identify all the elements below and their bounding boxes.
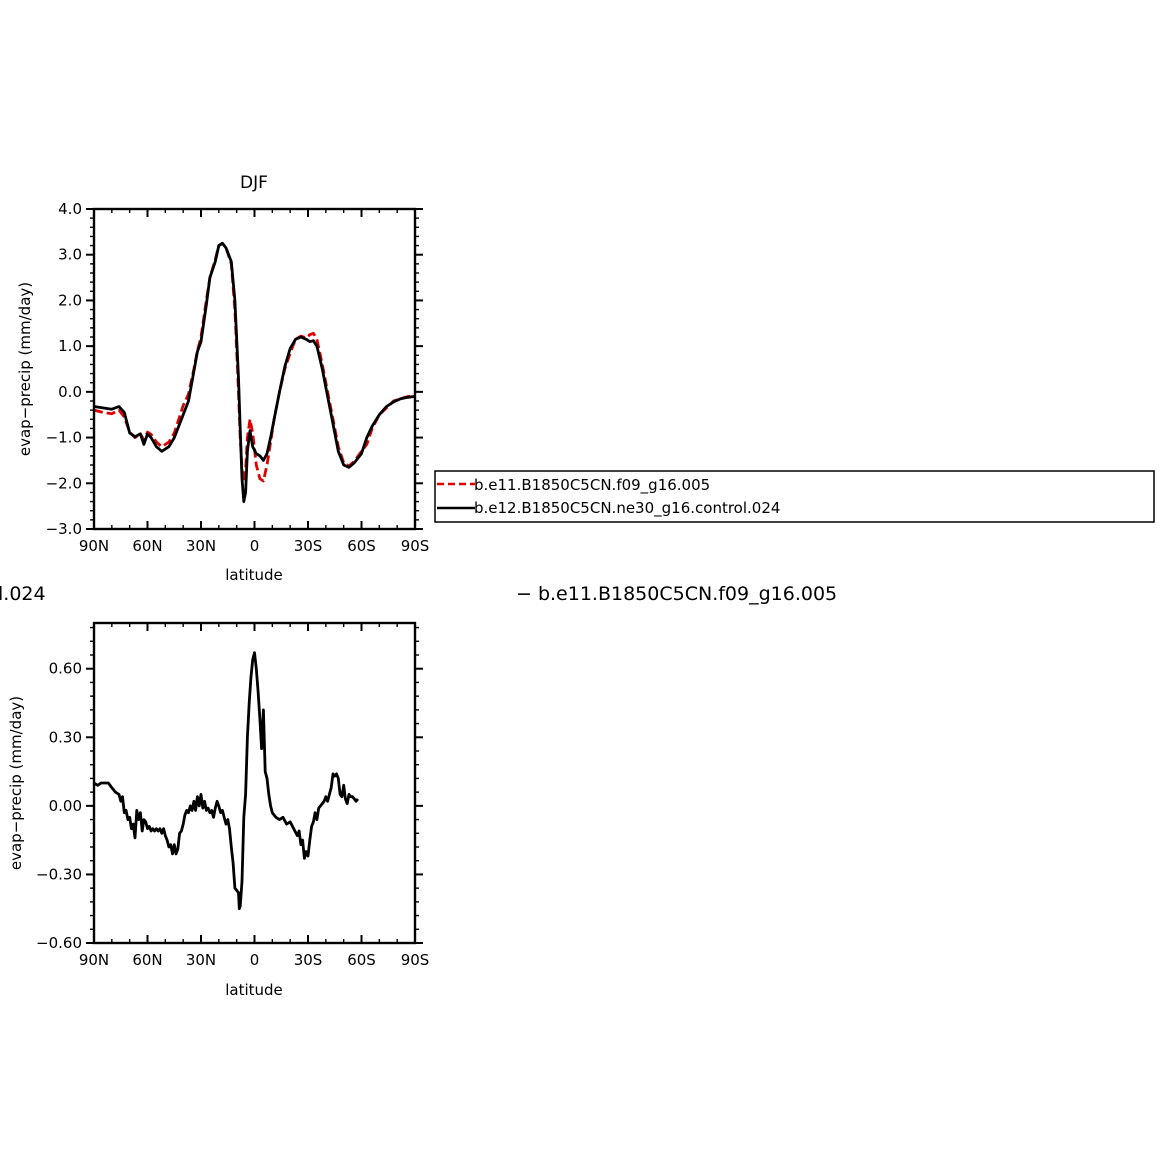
bottom-series-line-1 — [93, 651, 360, 911]
bottom-x-tick-label: 0 — [250, 951, 260, 969]
top-y-tick-label: −3.0 — [46, 520, 82, 538]
bottom-x-axis-label: latitude — [225, 981, 283, 999]
bottom-title-fragment: l.024 — [0, 583, 46, 605]
top-y-tick-label: 3.0 — [58, 246, 82, 264]
bottom-y-tick-label: 0.30 — [49, 728, 82, 746]
top-y-tick-label: 1.0 — [58, 337, 82, 355]
top-series-line-2 — [93, 241, 416, 504]
bottom-x-tick-label: 30N — [186, 951, 216, 969]
legend-label-series-2: b.e12.B1850C5CN.ne30_g16.control.024 — [474, 499, 780, 518]
bottom-x-tick-label: 60N — [132, 951, 162, 969]
bottom-plot-frame — [92, 621, 417, 945]
top-y-tick-label: 2.0 — [58, 291, 82, 309]
bottom-chart-title: − b.e11.B1850C5CN.f09_g16.005 — [516, 583, 837, 605]
top-series-layer — [93, 241, 416, 504]
top-x-tick-label: 60S — [347, 537, 376, 555]
bottom-series-layer — [93, 651, 360, 911]
top-x-tick-label: 0 — [250, 537, 260, 555]
top-panel: DJF 90N 60N 30N 0 30S 60S 90S −3.0 −2.0 −1.0 0.0 1.… — [16, 173, 429, 584]
top-y-tick-label: −1.0 — [46, 429, 82, 447]
top-series-line-1 — [93, 241, 415, 483]
bottom-y-tick-label: −0.30 — [36, 865, 82, 883]
legend: b.e11.B1850C5CN.f09_g16.005 b.e12.B1850C… — [434, 470, 1155, 523]
top-y-tick-label: 0.0 — [58, 383, 82, 401]
bottom-x-tick-label: 90S — [401, 951, 430, 969]
top-x-tick-label: 30N — [186, 537, 216, 555]
top-y-tick-label: 4.0 — [58, 200, 82, 218]
bottom-y-tick-label: 0.00 — [49, 797, 82, 815]
bottom-y-tick-label: −0.60 — [36, 934, 82, 952]
top-ticks-layer: 90N 60N 30N 0 30S 60S 90S −3.0 −2.0 −1.0 0.0 1.0 2.0… — [46, 200, 430, 555]
bottom-y-axis-label: evap−precip (mm/day) — [7, 696, 25, 870]
top-y-axis-label: evap−precip (mm/day) — [16, 282, 34, 456]
top-x-tick-label: 90S — [401, 537, 430, 555]
top-x-tick-label: 60N — [132, 537, 162, 555]
top-x-tick-label: 30S — [294, 537, 323, 555]
top-plot-frame — [92, 207, 417, 531]
top-y-tick-label: −2.0 — [46, 474, 82, 492]
bottom-x-tick-label: 60S — [347, 951, 376, 969]
bottom-x-tick-label: 30S — [294, 951, 323, 969]
bottom-panel: l.024 − b.e11.B1850C5CN.f09_g16.005 90N 6… — [0, 583, 837, 999]
top-chart-title: DJF — [240, 173, 268, 193]
top-x-axis-label: latitude — [225, 566, 283, 584]
bottom-x-tick-label: 90N — [79, 951, 109, 969]
legend-box — [434, 470, 1155, 523]
top-x-tick-label: 90N — [79, 537, 109, 555]
bottom-y-tick-label: 0.60 — [49, 660, 82, 678]
legend-label-series-1: b.e11.B1850C5CN.f09_g16.005 — [474, 476, 710, 495]
